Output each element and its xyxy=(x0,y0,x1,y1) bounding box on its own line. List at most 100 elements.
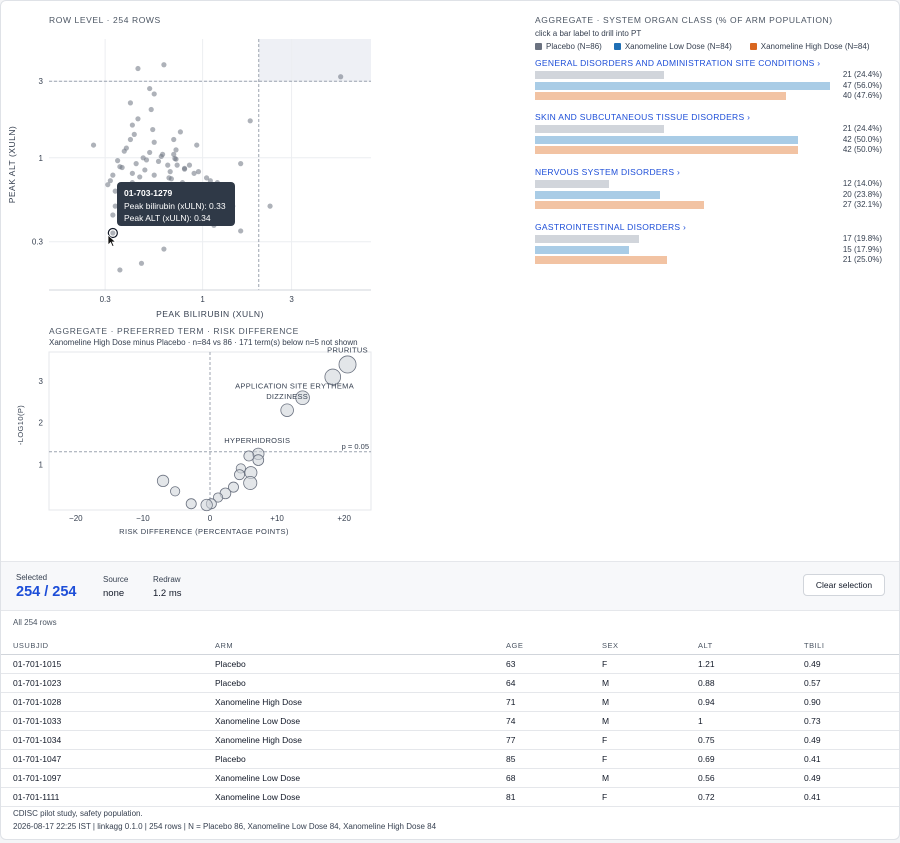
data-point[interactable] xyxy=(142,167,148,173)
data-point[interactable] xyxy=(127,136,134,143)
data-point[interactable] xyxy=(165,162,171,168)
data-point[interactable] xyxy=(191,170,197,176)
data-point[interactable] xyxy=(194,142,200,148)
table-row[interactable]: 01-701-1015 Placebo 63 F 1.21 0.49 xyxy=(1,654,899,674)
term-bubble[interactable] xyxy=(185,498,197,510)
soc-bar[interactable] xyxy=(535,81,830,90)
data-point[interactable] xyxy=(172,155,178,162)
soc-drilldown-link[interactable]: SKIN AND SUBCUTANEOUS TISSUE DISORDERS › xyxy=(535,112,751,122)
table-row[interactable]: 01-701-1111 Xanomeline Low Dose 81 F 0.72 0.4… xyxy=(1,787,899,807)
data-point[interactable] xyxy=(195,169,202,175)
data-point[interactable] xyxy=(167,169,173,175)
data-point[interactable] xyxy=(133,161,139,167)
data-point[interactable] xyxy=(90,142,97,148)
table-row[interactable]: 01-701-1028 Xanomeline High Dose 71 M 0.94 0.… xyxy=(1,692,899,712)
data-point[interactable] xyxy=(151,139,157,145)
data-point[interactable] xyxy=(129,170,135,176)
term-bubble[interactable] xyxy=(295,390,310,406)
soc-bar[interactable] xyxy=(535,190,661,199)
data-point[interactable] xyxy=(148,106,154,113)
data-point[interactable] xyxy=(112,203,118,209)
data-point[interactable] xyxy=(171,151,177,157)
column-header[interactable]: AGE xyxy=(506,637,602,655)
term-bubble[interactable] xyxy=(170,486,181,497)
soc-bar[interactable] xyxy=(535,146,799,154)
data-point[interactable] xyxy=(137,174,143,180)
term-bubble[interactable] xyxy=(243,450,255,462)
data-point[interactable] xyxy=(151,172,157,178)
soc-bar[interactable] xyxy=(535,125,664,133)
soc-bar[interactable] xyxy=(535,135,799,144)
soc-drilldown-link[interactable]: NERVOUS SYSTEM DISORDERS › xyxy=(535,167,681,177)
soc-bar[interactable] xyxy=(535,71,664,79)
data-point[interactable] xyxy=(238,161,244,167)
soc-bar[interactable] xyxy=(535,201,705,209)
data-point[interactable] xyxy=(112,188,118,194)
data-point[interactable] xyxy=(107,178,113,184)
table-row[interactable]: 01-701-1047 Placebo 85 F 0.69 0.41 xyxy=(1,749,899,769)
column-header[interactable]: TBILI xyxy=(804,637,899,655)
data-point[interactable] xyxy=(159,151,166,157)
data-point[interactable] xyxy=(129,122,135,128)
clear-selection-button[interactable]: Clear selection xyxy=(803,574,885,596)
data-point[interactable] xyxy=(186,162,193,168)
term-bubble[interactable] xyxy=(156,474,170,488)
table-row[interactable]: 01-701-1034 Xanomeline High Dose 77 F 0.75 0.… xyxy=(1,730,899,750)
term-bubble[interactable] xyxy=(234,469,245,481)
data-point[interactable] xyxy=(143,157,150,163)
data-point[interactable] xyxy=(181,165,188,171)
term-bubble[interactable] xyxy=(280,403,294,417)
data-point[interactable] xyxy=(203,175,210,181)
data-point[interactable] xyxy=(173,147,179,153)
soc-bar[interactable] xyxy=(535,256,667,264)
term-bubble[interactable] xyxy=(324,368,342,386)
term-bubble[interactable] xyxy=(212,492,224,503)
data-point[interactable] xyxy=(138,260,145,266)
data-point[interactable] xyxy=(177,129,183,135)
table-row[interactable]: 01-701-1033 Xanomeline Low Dose 74 M 1 0.73 xyxy=(1,711,899,731)
soc-bar[interactable] xyxy=(535,235,640,243)
data-point[interactable] xyxy=(155,158,162,164)
data-point[interactable] xyxy=(151,91,157,97)
data-point[interactable] xyxy=(267,203,273,209)
data-point[interactable] xyxy=(135,116,141,122)
term-bubble[interactable] xyxy=(228,481,239,493)
soc-drilldown-link[interactable]: GENERAL DISORDERS AND ADMINISTRATION SIT… xyxy=(535,58,821,68)
risk-difference-volcano-plot[interactable]: −20 −10 0 +10 +20 3 2 1 p = 0.05 PRURITUS APPLICAT… xyxy=(1,346,381,546)
data-point[interactable] xyxy=(135,65,141,72)
data-point[interactable] xyxy=(115,158,121,164)
term-bubble[interactable] xyxy=(252,454,265,466)
data-point[interactable] xyxy=(119,164,125,171)
data-point[interactable] xyxy=(238,228,244,234)
data-point[interactable] xyxy=(161,246,167,252)
soc-bar[interactable] xyxy=(535,92,786,100)
column-header[interactable]: USUBJID xyxy=(1,637,215,655)
data-point[interactable] xyxy=(110,172,116,178)
soc-bar[interactable] xyxy=(535,180,609,188)
data-point[interactable] xyxy=(127,100,134,106)
term-bubble[interactable] xyxy=(200,498,213,512)
column-header[interactable]: SEX xyxy=(602,637,698,655)
data-point[interactable] xyxy=(105,182,111,188)
data-point[interactable] xyxy=(147,85,153,92)
data-point[interactable] xyxy=(117,267,123,273)
soc-drilldown-link[interactable]: GASTROINTESTINAL DISORDERS › xyxy=(535,222,687,232)
data-point[interactable] xyxy=(131,131,137,137)
table-row[interactable]: 01-701-1023 Placebo 64 M 0.88 0.57 xyxy=(1,673,899,693)
data-point[interactable] xyxy=(161,62,167,68)
data-point[interactable] xyxy=(338,74,344,80)
data-point[interactable] xyxy=(166,175,172,181)
column-header[interactable]: ARM xyxy=(215,637,506,655)
column-header[interactable]: ALT xyxy=(698,637,804,655)
data-point[interactable] xyxy=(207,178,213,184)
data-point[interactable] xyxy=(110,212,116,218)
data-point[interactable] xyxy=(147,149,153,156)
data-point[interactable] xyxy=(174,162,180,168)
data-point[interactable] xyxy=(110,230,116,236)
data-point[interactable] xyxy=(171,136,177,143)
term-bubble[interactable] xyxy=(243,475,258,490)
data-point[interactable] xyxy=(123,145,129,151)
soc-bar[interactable] xyxy=(535,245,630,254)
term-bubble[interactable] xyxy=(338,355,357,374)
data-point[interactable] xyxy=(150,126,156,133)
